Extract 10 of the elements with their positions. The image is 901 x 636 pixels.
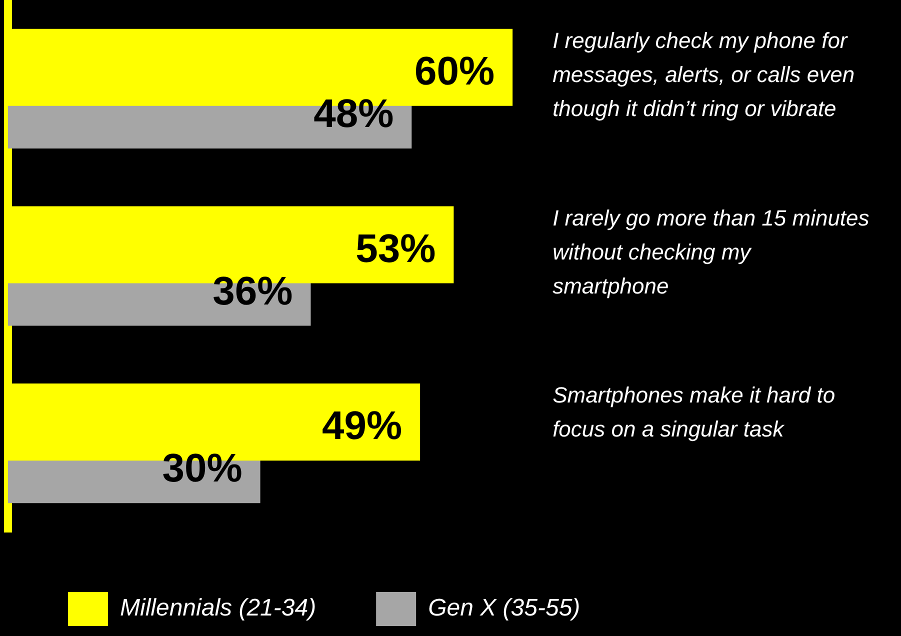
y-tick-label: Smartphones make it hard to focus on a singular task [552,382,836,442]
y-tick-label: I rarely go more than 15 minutes without checking my smartphone [552,205,870,298]
legend-label: Gen X (35-55) [428,594,580,622]
data-label: 30% [162,446,242,491]
data-label: 36% [212,269,293,314]
data-label: 53% [356,226,436,271]
data-label: 60% [414,49,495,94]
data-label: 49% [322,404,402,448]
legend-label: Millennials (21-34) [120,594,316,622]
y-tick-label: I regularly check my phone for messages, alerts, or calls even though it didn’t ring or vibrate [552,28,855,121]
